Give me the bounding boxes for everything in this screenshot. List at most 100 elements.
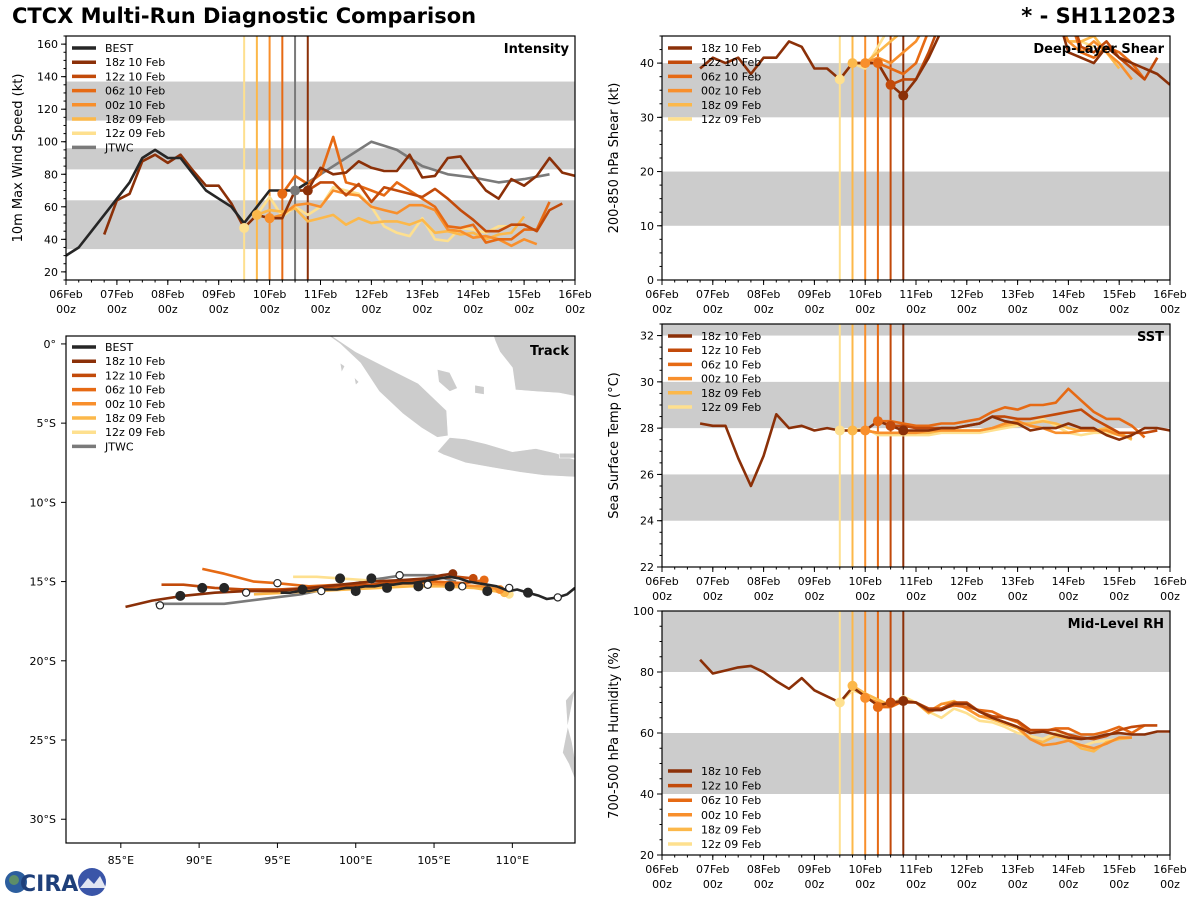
x-tick-label: 00z [1059, 590, 1079, 603]
legend-label-00z-10-feb: 00z 10 Feb [701, 809, 761, 822]
track-point-filled [413, 581, 424, 592]
series-line-18z-10-feb [699, 412, 1170, 488]
x-tick-label: 11Feb [899, 575, 932, 588]
y-tick-label: 40 [640, 57, 654, 70]
legend-label-12z-09-feb: 12z 09 Feb [701, 401, 761, 414]
x-tick-label: 00z [754, 303, 774, 316]
land-mass [558, 452, 575, 459]
y-tick-label: 30 [640, 376, 654, 389]
legend-label-18z-09-feb: 18z 09 Feb [701, 387, 761, 400]
x-tick-label: 08Feb [747, 575, 780, 588]
sst-panel: 22 24 26 28 30 32 06Feb 00z 07Feb 00z 08Feb 00z 09Fe… [607, 323, 1187, 603]
series-line-12z-10-feb [295, 181, 563, 233]
track-end-marker-12z-10-feb [468, 573, 478, 583]
x-tick-label: 08Feb [747, 863, 780, 876]
track-point-open [155, 601, 165, 610]
track-point-filled [366, 573, 377, 584]
lat-tick-label: 15°S [30, 576, 56, 589]
x-tick-label: 16Feb [1153, 575, 1186, 588]
legend-label-best: BEST [105, 42, 133, 55]
x-tick-label: 09Feb [798, 288, 831, 301]
track-point-open [458, 582, 467, 591]
x-tick-label: 00z [1160, 590, 1180, 603]
legend-label-12z-09-feb: 12z 09 Feb [701, 113, 761, 126]
legend-label-jtwc: JTWC [104, 440, 134, 453]
legend-label-00z-10-feb: 00z 10 Feb [701, 85, 761, 98]
track-point-open [317, 586, 326, 596]
lon-tick-label: 110°E [496, 854, 529, 867]
plot-area [662, 611, 1170, 855]
x-tick-label: 12Feb [950, 863, 983, 876]
x-tick-label: 00z [652, 590, 672, 603]
init-marker-18z-10-feb [302, 185, 313, 196]
init-marker-18z-10-feb [898, 695, 909, 706]
y-tick-label: 24 [640, 515, 654, 528]
init-marker-18z-10-feb [898, 90, 909, 101]
lat-tick-label: 0° [44, 338, 57, 351]
init-marker-12z-09-feb [834, 697, 845, 708]
init-marker-18z-09-feb [847, 425, 858, 436]
x-tick-label: 00z [855, 878, 875, 891]
legend-label-12z-09-feb: 12z 09 Feb [105, 426, 165, 439]
threshold-band [662, 324, 1170, 336]
x-tick-label: 10Feb [848, 288, 881, 301]
x-tick-label: 13Feb [406, 288, 439, 301]
lat-tick-label: 5°S [37, 417, 56, 430]
x-tick-label: 00z [1059, 303, 1079, 316]
y-tick-label: 60 [640, 727, 654, 740]
init-marker-12z-09-feb [834, 425, 845, 436]
x-tick-label: 14Feb [1052, 575, 1085, 588]
y-tick-label: 40 [640, 788, 654, 801]
track-end-marker-06z-10-feb [479, 575, 489, 585]
init-marker-12z-10-feb [885, 79, 896, 90]
land-mass [493, 336, 575, 397]
x-tick-label: 00z [703, 590, 723, 603]
land-mass [353, 376, 360, 386]
land-mass [339, 362, 346, 374]
x-tick-label: 00z [957, 878, 977, 891]
track-point-open [395, 571, 404, 580]
x-tick-label: 09Feb [798, 863, 831, 876]
y-tick-label: 10 [640, 220, 654, 233]
plot-area [662, 324, 1170, 567]
init-marker-00z-10-feb [264, 213, 275, 224]
y-axis-label: Sea Surface Temp (°C) [607, 372, 622, 519]
init-marker-06z-10-feb [277, 188, 288, 199]
y-tick-label: 32 [640, 330, 654, 343]
track-point-open [273, 578, 282, 588]
legend-label-18z-09-feb: 18z 09 Feb [105, 412, 165, 425]
x-tick-label: 14Feb [1052, 863, 1085, 876]
x-tick-label: 00z [514, 303, 534, 316]
x-tick-label: 06Feb [645, 575, 678, 588]
y-tick-label: 80 [640, 666, 654, 679]
x-tick-label: 11Feb [304, 288, 337, 301]
x-tick-label: 00z [855, 303, 875, 316]
track-point-open [505, 583, 514, 593]
x-tick-label: 00z [362, 303, 382, 316]
x-tick-label: 12Feb [950, 288, 983, 301]
x-tick-label: 00z [1160, 303, 1180, 316]
x-tick-label: 00z [56, 303, 76, 316]
x-tick-label: 13Feb [1001, 575, 1034, 588]
x-tick-label: 00z [652, 303, 672, 316]
x-tick-label: 15Feb [507, 288, 540, 301]
threshold-band [662, 171, 1170, 226]
x-tick-label: 07Feb [696, 575, 729, 588]
track-point-open [423, 580, 432, 589]
init-marker-12z-10-feb [885, 697, 896, 708]
x-tick-label: 00z [1109, 878, 1129, 891]
land-mass [328, 336, 449, 438]
legend-label-18z-10-feb: 18z 10 Feb [701, 765, 761, 778]
init-marker-00z-10-feb [860, 692, 871, 703]
init-marker-18z-10-feb [898, 425, 909, 436]
track-point-filled [482, 586, 493, 597]
y-axis-label: 200-850 hPa Shear (kt) [607, 83, 622, 234]
legend-label-18z-10-feb: 18z 10 Feb [105, 56, 165, 69]
logo-text: CIRA [20, 872, 78, 897]
series-line-12z-10-feb [876, 36, 1159, 87]
threshold-band [662, 474, 1170, 521]
y-tick-label: 100 [633, 605, 654, 618]
x-tick-label: 07Feb [696, 288, 729, 301]
x-tick-label: 00z [957, 590, 977, 603]
legend-label-12z-10-feb: 12z 10 Feb [701, 56, 761, 69]
